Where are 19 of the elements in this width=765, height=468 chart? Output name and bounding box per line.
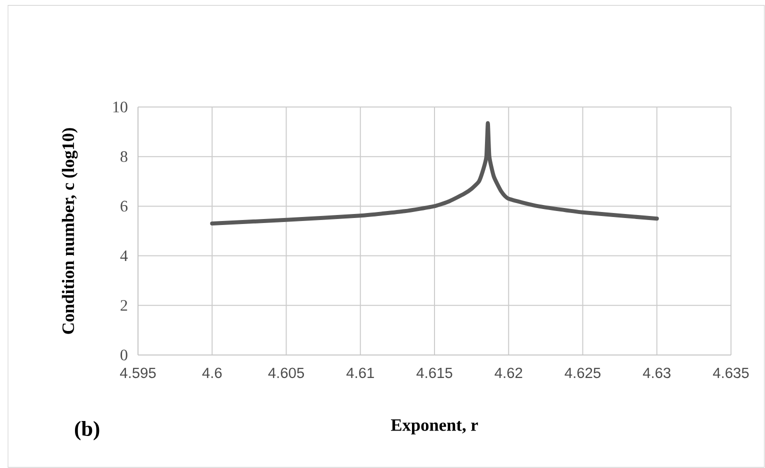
x-axis-title: Exponent, r xyxy=(390,419,478,434)
x-tick-label: 4.63 xyxy=(642,368,670,378)
x-tick-label: 4.61 xyxy=(346,368,374,378)
text: (b) xyxy=(74,420,100,440)
x-tick-label: 4.605 xyxy=(268,368,304,378)
x-tick-label: 4.635 xyxy=(712,368,749,378)
line-series xyxy=(210,121,659,226)
y-tick-label: 10 xyxy=(113,102,128,112)
y-tick-label: 6 xyxy=(120,200,128,212)
x-tick-label: 4.595 xyxy=(120,368,156,378)
x-tick-label: 4.62 xyxy=(494,368,522,378)
x-tick-label: 4.625 xyxy=(564,368,600,378)
y-tick-label: 2 xyxy=(120,300,128,311)
y-tick-label: 4 xyxy=(120,250,128,262)
x-tick-label: 4.615 xyxy=(416,368,452,378)
y-tick-label: 0 xyxy=(120,350,128,360)
x-tick-label: 4.6 xyxy=(202,368,222,378)
y-tick-label: 8 xyxy=(120,151,128,162)
y-axis-title: Condition number, c (log10) xyxy=(62,128,78,334)
